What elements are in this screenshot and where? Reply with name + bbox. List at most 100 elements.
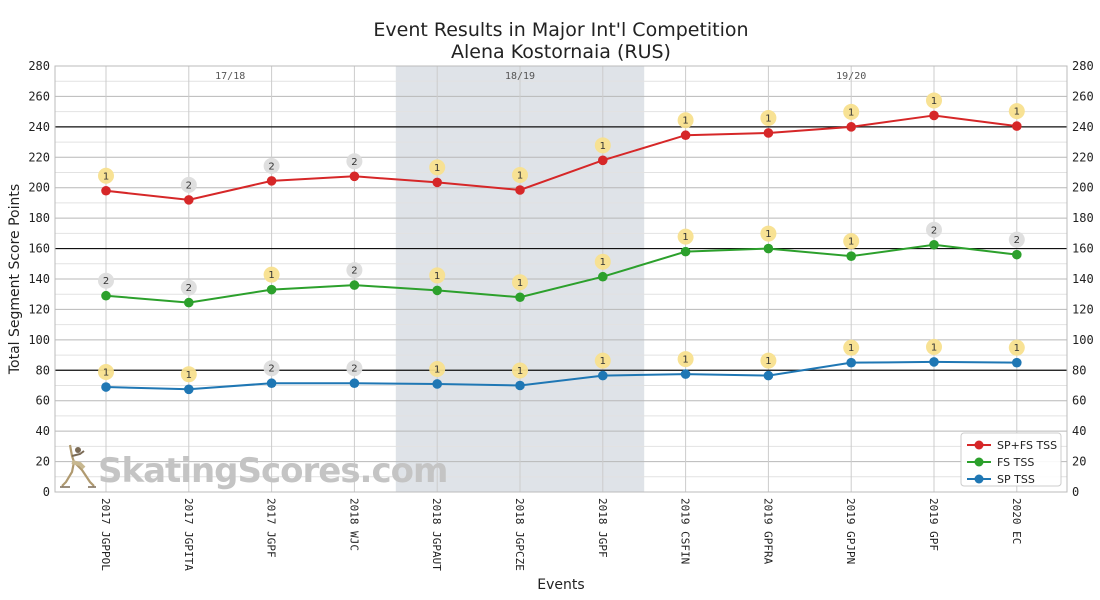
y-tick-label: 40: [36, 424, 50, 438]
rank-badge: [594, 253, 611, 270]
x-tick-label: 2017 JGPPOL: [99, 498, 112, 571]
rank-badge: [180, 366, 197, 383]
data-point: [349, 378, 360, 389]
rank-badge: [512, 362, 528, 379]
rank-badge: [512, 166, 528, 183]
data-point: [432, 379, 443, 389]
rank-label: 1: [600, 356, 606, 367]
rank-badge: [926, 92, 942, 109]
rank-label: 2: [268, 364, 274, 375]
rank-label: 1: [848, 237, 854, 248]
y-tick-label: 100: [28, 333, 50, 347]
rank-badge: [180, 279, 197, 296]
rank-label: 1: [765, 113, 771, 124]
data-point: [515, 380, 525, 391]
y-tick-label-right: 60: [1072, 394, 1086, 408]
chart-title: Event Results in Major Int'l Competition: [373, 19, 748, 41]
x-tick-label: 2018 WJC: [347, 498, 360, 551]
watermark-text: SkatingScores.com: [98, 451, 447, 491]
data-point: [101, 382, 111, 392]
rank-badge: [843, 339, 860, 356]
data-point: [929, 110, 939, 121]
rank-label: 2: [351, 157, 357, 168]
rank-badge: [346, 262, 363, 279]
series-line: [105, 114, 1017, 201]
rank-label: 1: [1014, 107, 1020, 118]
rank-badge: [346, 153, 363, 170]
legend-label: FS TSS: [997, 456, 1034, 469]
rank-label: 2: [351, 266, 357, 277]
legend: SP+FS TSS FS TSS SP TSS: [960, 432, 1062, 487]
data-point: [846, 357, 856, 368]
data-point: [929, 239, 939, 250]
rank-badge: [760, 109, 777, 126]
y-tick-label-right: 280: [1072, 59, 1094, 73]
data-point: [266, 284, 277, 295]
rank-badge: [98, 272, 114, 289]
rank-badge: [1008, 231, 1025, 248]
y-tick-label: 180: [28, 211, 50, 225]
data-point: [680, 130, 691, 141]
rank-badge: [594, 352, 611, 369]
x-tick-label: 2019 CSFIN: [679, 498, 692, 564]
skater-icon: [60, 444, 96, 488]
x-tick-label: 2019 GPFRA: [761, 498, 774, 565]
rank-label: 1: [931, 96, 937, 107]
data-point: [598, 370, 608, 381]
rank-badge: [677, 112, 694, 129]
x-tick-label: 2019 GPF: [927, 498, 940, 551]
rank-badge: [180, 176, 197, 193]
y-tick-label-right: 220: [1072, 150, 1094, 164]
data-point: [598, 155, 608, 166]
y-tick-label-right: 200: [1072, 181, 1094, 195]
legend-swatch-marker: [974, 457, 984, 467]
rank-badge: [760, 225, 777, 242]
y-tick-label-right: 120: [1072, 302, 1094, 316]
y-tick-label: 240: [28, 120, 50, 134]
data-point: [1012, 121, 1022, 131]
data-point: [846, 122, 856, 132]
x-tick-label: 2017 JGPF: [265, 498, 278, 558]
data-point: [763, 370, 774, 381]
data-point: [432, 285, 443, 296]
y-tick-label: 160: [28, 242, 50, 256]
rank-label: 1: [600, 257, 606, 268]
x-tick-label: 2017 JGPITA: [182, 498, 195, 571]
x-tick-label: 2020 EC: [1010, 498, 1023, 544]
rank-badge: [429, 360, 446, 377]
data-point: [680, 369, 691, 379]
y-tick-label-right: 40: [1072, 424, 1086, 438]
rank-label: 1: [931, 342, 937, 353]
y-tick-label: 280: [28, 59, 50, 73]
rank-badge: [263, 360, 280, 377]
data-point: [1012, 249, 1022, 260]
rank-badge: [1008, 103, 1025, 120]
y-tick-label-right: 0: [1072, 485, 1079, 499]
season-label: 19/20: [836, 71, 866, 82]
data-point: [515, 185, 525, 195]
x-axis-label: Events: [537, 577, 584, 593]
x-tick-label: 2018 JGPF: [596, 498, 609, 558]
legend-label: SP+FS TSS: [997, 439, 1057, 452]
y-tick-label: 220: [28, 150, 50, 164]
rank-label: 2: [103, 276, 109, 287]
y-tick-label-right: 260: [1072, 89, 1094, 103]
rank-label: 2: [186, 283, 192, 294]
data-point: [349, 171, 360, 182]
data-point: [929, 357, 939, 367]
data-point: [184, 297, 194, 308]
data-point: [598, 271, 608, 282]
rank-label: 2: [1014, 235, 1020, 246]
rank-badge: [594, 137, 611, 154]
rank-label: 1: [268, 270, 274, 281]
season-label: 17/18: [215, 71, 245, 82]
data-point: [763, 128, 774, 138]
rank-label: 1: [765, 229, 771, 240]
y-tick-label-right: 80: [1072, 363, 1086, 377]
y-tick-label: 60: [36, 394, 50, 408]
y-tick-label: 260: [28, 89, 50, 103]
data-point: [266, 378, 277, 389]
x-tick-label: 2018 JGPAUT: [430, 498, 443, 571]
